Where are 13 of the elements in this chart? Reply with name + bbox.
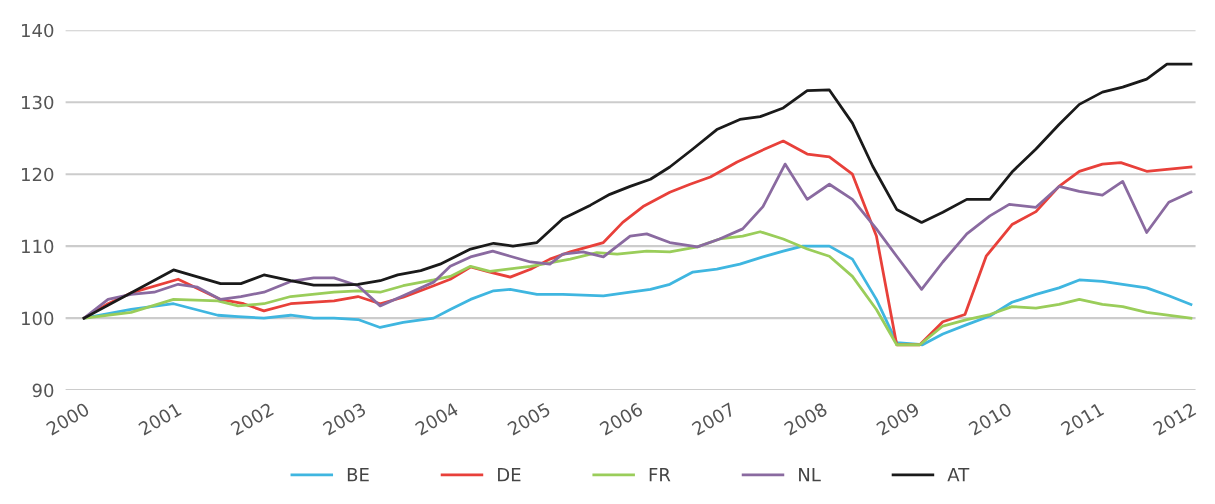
y-tick-label: 90 xyxy=(32,383,54,398)
legend-label: AT xyxy=(947,468,970,482)
legend-label: DE xyxy=(498,468,521,482)
line-series xyxy=(82,162,1193,320)
legend-label: BE xyxy=(347,468,369,482)
legend-label: FR xyxy=(649,468,671,482)
line-series xyxy=(82,62,1193,320)
y-tick-label: 140 xyxy=(22,23,54,38)
y-tick-label: 100 xyxy=(22,311,54,326)
y-tick-label: 130 xyxy=(22,95,54,110)
legend-label: NL xyxy=(799,468,821,482)
y-tick-label: 110 xyxy=(22,239,54,254)
y-tick-label: 120 xyxy=(22,167,54,182)
